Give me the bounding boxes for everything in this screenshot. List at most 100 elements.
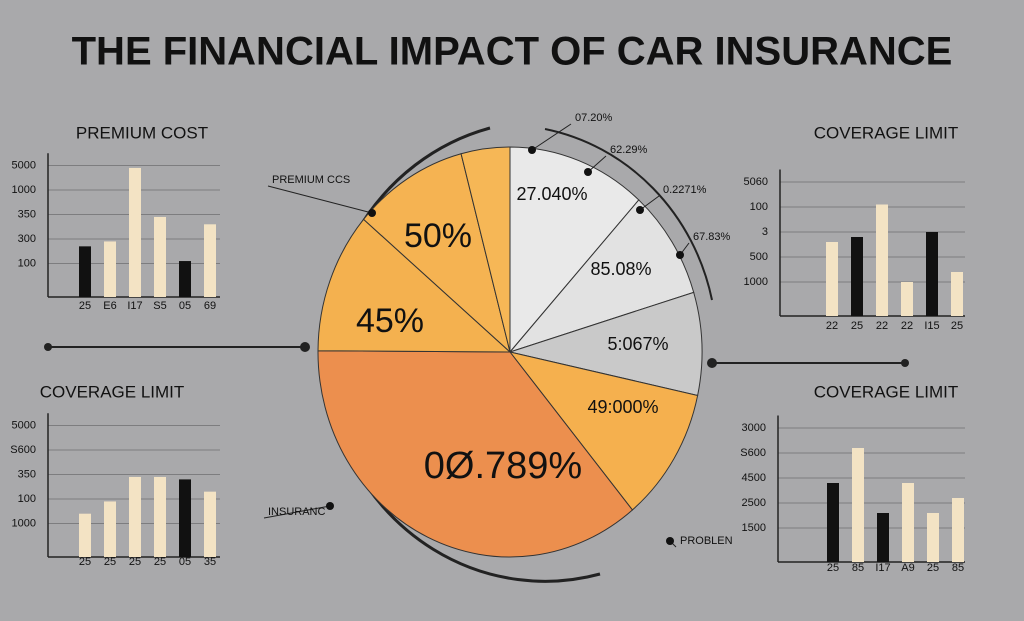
x-tick-label: 22: [901, 320, 913, 332]
x-tick-label: 85: [852, 562, 864, 574]
x-tick-label: 22: [826, 320, 838, 332]
bar: [877, 513, 889, 562]
x-tick-label: 25: [79, 556, 91, 568]
y-tick-label: 3000: [742, 422, 766, 434]
y-tick-label: 350: [18, 208, 36, 220]
y-tick-label: 5000: [12, 159, 36, 171]
bar: [154, 476, 166, 557]
callout-label: 67.83%: [693, 231, 731, 243]
callout-label: INSURANC: [268, 506, 326, 518]
callout-line: [263, 505, 331, 519]
callout-dot: [584, 168, 592, 176]
bar: [129, 167, 141, 297]
callout-label: 07.20%: [575, 112, 613, 124]
y-tick-label: 500: [750, 251, 768, 263]
y-tick-label: 2500: [742, 497, 766, 509]
chart-title: COVERAGE LIMIT: [40, 382, 185, 401]
decor-dot: [707, 358, 717, 368]
callout-dot: [676, 251, 684, 259]
bar: [926, 232, 938, 316]
y-tick-label: 5000: [12, 419, 36, 431]
callout-line: [587, 155, 607, 173]
bar: [951, 272, 963, 316]
callout-dot: [368, 209, 376, 217]
callout-line: [267, 185, 373, 214]
bar: [851, 237, 863, 316]
chart-title: COVERAGE LIMIT: [814, 382, 959, 401]
x-tick-label: 25: [104, 556, 116, 568]
y-tick-label: S600: [740, 447, 766, 459]
pie-slice: [317, 350, 634, 558]
bar: [952, 498, 964, 562]
bar: [79, 513, 91, 557]
callout-dot: [666, 537, 674, 545]
y-tick-label: 300: [18, 233, 36, 245]
bar: [204, 224, 216, 297]
chart-title: COVERAGE LIMIT: [814, 123, 959, 142]
x-tick-label: E6: [103, 300, 116, 312]
slice-label: 0Ø.789%: [424, 445, 582, 487]
callout-label: 62.29%: [610, 144, 648, 156]
x-tick-label: 25: [79, 300, 91, 312]
y-tick-label: 1500: [742, 522, 766, 534]
callout-dot: [326, 502, 334, 510]
pie-slice: [460, 146, 511, 353]
x-tick-label: 25: [129, 556, 141, 568]
callout-label: PREMIUM CCS: [272, 174, 350, 186]
page-title: THE FINANCIAL IMPACT OF CAR INSURANCE: [72, 30, 953, 74]
x-tick-label: S5: [153, 300, 166, 312]
x-tick-label: I15: [924, 320, 939, 332]
bar: [876, 204, 888, 316]
callout-dot: [636, 206, 644, 214]
slice-label: 49:000%: [587, 397, 658, 417]
bar: [104, 501, 116, 557]
bar: [927, 513, 939, 562]
x-tick-label: 69: [204, 300, 216, 312]
decor-dot: [44, 343, 52, 351]
x-tick-label: I17: [875, 562, 890, 574]
y-tick-label: 100: [750, 201, 768, 213]
bar: [852, 448, 864, 562]
bar: [104, 241, 116, 297]
callout-label: PROBLEN: [680, 535, 733, 547]
decor-dot: [300, 342, 310, 352]
decor-dot: [901, 359, 909, 367]
x-tick-label: I17: [127, 300, 142, 312]
pie-slice: [509, 146, 640, 354]
x-tick-label: 25: [851, 320, 863, 332]
slice-label: 5:067%: [607, 334, 668, 354]
y-tick-label: 1000: [744, 276, 768, 288]
x-tick-label: A9: [901, 562, 914, 574]
pie-slice: [508, 291, 703, 397]
bar: [179, 479, 191, 557]
slice-label: 85.08%: [590, 259, 651, 279]
x-tick-label: 25: [154, 556, 166, 568]
y-tick-label: 1000: [12, 184, 36, 196]
callout-dot: [528, 146, 536, 154]
bar: [179, 261, 191, 297]
x-tick-label: 25: [951, 320, 963, 332]
bar: [827, 483, 839, 562]
slice-label: 50%: [404, 217, 472, 255]
bar: [901, 282, 913, 316]
pie-slice: [362, 153, 511, 354]
chart-title: PREMIUM COST: [76, 123, 208, 142]
x-tick-label: 22: [876, 320, 888, 332]
y-tick-label: 1000: [12, 517, 36, 529]
pie-slice: [317, 218, 512, 353]
x-tick-label: 25: [927, 562, 939, 574]
bar: [129, 476, 141, 557]
slice-label: 45%: [356, 302, 424, 340]
x-tick-label: 85: [952, 562, 964, 574]
callout-line: [531, 123, 572, 151]
x-tick-label: 05: [179, 556, 191, 568]
slice-label: 27.040%: [516, 184, 587, 204]
pie-slice: [508, 199, 695, 354]
y-tick-label: 4500: [742, 472, 766, 484]
y-tick-label: 100: [18, 257, 36, 269]
y-tick-label: 5060: [744, 176, 768, 188]
y-tick-label: S600: [10, 444, 36, 456]
y-tick-label: 100: [18, 493, 36, 505]
